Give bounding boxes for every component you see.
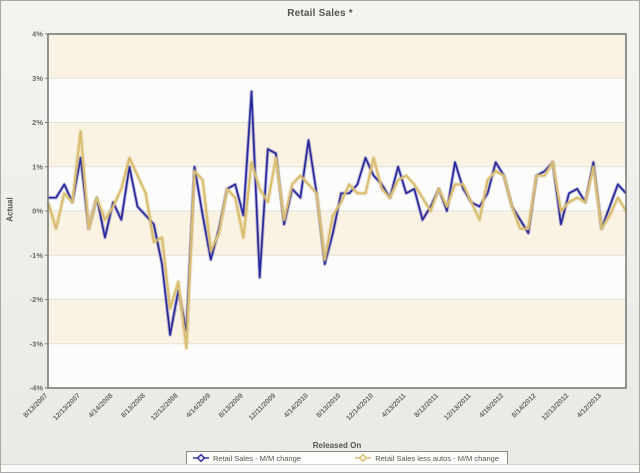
y-tick-label: 1% — [32, 162, 43, 171]
legend-label-retail-sales-less-autos: Retail Sales less autos - M/M change — [375, 453, 499, 463]
x-tick-label: 12/13/2012 — [541, 392, 571, 422]
x-tick-label: 8/13/2007 — [22, 392, 49, 419]
y-tick-label: -4% — [30, 384, 44, 393]
chart-title: Retail Sales * — [287, 8, 353, 19]
plot-canvas: 4% 3% 2% 1% 0% -1% -2% -3% -4%8/13/2007 12/13/200… — [22, 30, 628, 422]
y-tick-label: 3% — [32, 74, 43, 83]
retail-sales-marker-icon — [193, 454, 209, 462]
x-tick-label: 4/13/2011 — [381, 392, 408, 419]
legend-label-retail-sales: Retail Sales - M/M change — [213, 453, 301, 463]
legend: Retail Sales - M/M change Retail Sales l… — [186, 451, 508, 465]
x-tick-label: 4/14/2010 — [283, 392, 310, 419]
y-tick-label: 2% — [32, 118, 43, 127]
retail-sales-less-autos-line — [46, 130, 627, 350]
x-tick-label: 12/11/2009 — [248, 392, 278, 422]
x-tick-label: 12/14/2010 — [345, 392, 375, 422]
plot-band — [48, 78, 626, 123]
y-tick-label: -3% — [30, 339, 44, 348]
x-tick-label: 4/14/2008 — [88, 392, 115, 419]
plot-band — [48, 122, 626, 167]
x-axis-title: Released On — [312, 441, 362, 450]
y-tick-label: 4% — [32, 30, 43, 39]
x-tick-label: 8/13/2008 — [120, 392, 147, 419]
x-tick-label: 4/12/2013 — [576, 392, 603, 419]
retail-sales-less-autos-marker-icon — [355, 454, 372, 462]
x-tick-label: 12/12/2008 — [150, 392, 180, 422]
y-tick-label: 0% — [32, 207, 43, 216]
x-tick-label: 8/14/2012 — [511, 392, 538, 419]
x-tick-label: 8/13/2009 — [218, 392, 245, 419]
plot-band — [48, 343, 626, 388]
x-tick-label: 8/12/2011 — [413, 392, 440, 419]
bottom-strip — [1, 464, 639, 472]
y-tick-label: -2% — [30, 295, 44, 304]
plot-band — [48, 299, 626, 344]
x-tick-label: 4/14/2009 — [185, 392, 212, 419]
x-tick-label: 4/16/2012 — [478, 392, 505, 419]
y-tick-label: -1% — [30, 251, 44, 260]
x-tick-label: 12/13/2007 — [52, 392, 82, 422]
x-tick-label: 8/13/2010 — [316, 392, 343, 419]
x-tick-label: 12/13/2011 — [443, 392, 473, 422]
plot-band — [48, 34, 626, 79]
legend-item-retail-sales: Retail Sales - M/M change — [193, 454, 301, 463]
y-axis-title: Actual — [5, 197, 15, 222]
legend-item-retail-sales-less-autos: Retail Sales less autos - M/M change — [355, 454, 499, 463]
plot-band — [48, 255, 626, 300]
